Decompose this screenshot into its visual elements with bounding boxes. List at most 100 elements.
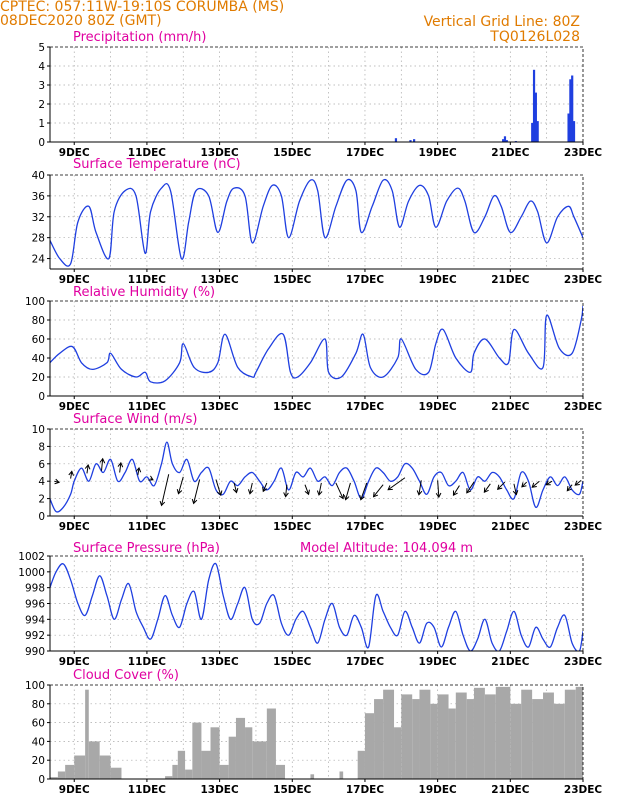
wind-arrow-shaft (574, 479, 582, 486)
wind-arrow (521, 481, 528, 488)
precip-x-tick-label: 17DEC (346, 147, 385, 159)
cloud-x-tick-label: 23DEC (564, 784, 603, 796)
wind-arrow-head (496, 484, 503, 490)
precip-bar (536, 121, 539, 142)
wind-arrow-shaft (86, 464, 89, 474)
cloud-bar (448, 708, 456, 779)
wind-arrow-head (372, 491, 379, 498)
pressure-y-tick-label: 992 (25, 630, 45, 642)
wind-arrow (176, 476, 184, 495)
temperature-y-tick-label: 24 (32, 254, 46, 266)
wind-arrow-head (416, 490, 423, 496)
pressure-x-tick-label: 13DEC (200, 656, 239, 668)
precip-bar (567, 113, 570, 142)
wind-arrow-shaft (215, 479, 222, 496)
wind-grid (50, 429, 583, 516)
precip-y-tick-label: 1 (38, 118, 45, 130)
wind-arrow (574, 479, 582, 486)
wind-panel: 0 2 4 6 8 10 9DEC 11DEC 13DEC 15DEC 17DEC 19DEC 21DE… (32, 412, 603, 533)
wind-arrow (566, 484, 573, 492)
wind-arrow-shaft (545, 480, 553, 486)
wind-y-tick-label: 10 (32, 424, 45, 436)
wind-arrow (84, 464, 91, 474)
wind-arrow-head (359, 495, 365, 501)
pressure-grid (50, 556, 583, 651)
pressure-x-tick-label: 23DEC (564, 656, 603, 668)
cloud-bar (185, 769, 193, 779)
cloud-y-tick-label: 0 (38, 774, 45, 786)
cloud-bar (74, 755, 86, 779)
temperature-x-tick-label: 23DEC (564, 274, 603, 286)
pressure-x-tick-label: 15DEC (273, 656, 312, 668)
cloud-bar (430, 703, 438, 779)
wind-arrow-shaft (249, 482, 253, 494)
cloud-bar (310, 774, 315, 779)
cloud-bar (532, 699, 544, 779)
cloud-bar (495, 686, 511, 779)
precip-y-tick-label: 0 (38, 137, 45, 149)
wind-arrow-shaft (513, 483, 517, 495)
wind-x-tick-label: 21DEC (491, 521, 530, 533)
wind-arrow-head (545, 480, 551, 486)
wind-arrow-shaft (233, 482, 238, 493)
humidity-y-tick-label: 60 (32, 334, 45, 346)
header-line2-left: 08DEC2020 80Z (GMT) (0, 13, 162, 29)
precip-x-tick-label: 21DEC (491, 147, 530, 159)
precip-bar (505, 140, 508, 142)
precip-bar (394, 138, 398, 142)
precip-bar (532, 69, 536, 142)
pressure-x-tick-label: 17DEC (346, 656, 385, 668)
wind-y-tick-label: 2 (38, 494, 45, 506)
wind-arrow-head (99, 457, 106, 464)
precip-title: Precipitation (mm/h) (73, 30, 206, 45)
precip-x-tick-label: 13DEC (200, 147, 239, 159)
precip-bar (571, 75, 574, 142)
wind-arrow (283, 484, 289, 498)
humidity-x-tick-label: 21DEC (491, 401, 530, 413)
wind-arrow-head (521, 482, 527, 488)
wind-arrow-head (566, 485, 572, 492)
wind-arrow (99, 457, 106, 471)
pressure-annotation: Model Altitude: 104.094 m (300, 541, 473, 556)
wind-y-tick-label: 6 (38, 459, 45, 471)
precip-y-tick-label: 2 (38, 99, 45, 111)
wind-arrow (466, 481, 475, 494)
precip-grid (50, 47, 583, 142)
precip-x-tick-label: 15DEC (273, 147, 312, 159)
temperature-y-tick-label: 36 (32, 191, 46, 203)
cloud-bar (252, 741, 267, 779)
wind-arrow (416, 480, 423, 496)
cloud-bar (85, 689, 89, 779)
precip-bar (569, 79, 572, 142)
wind-arrow-head (247, 489, 254, 495)
precip-y-tick-label: 5 (38, 42, 45, 54)
cloud-bar (339, 771, 344, 779)
cloud-bar (419, 689, 431, 779)
cloud-x-tick-label: 11DEC (128, 784, 167, 796)
wind-arrow-head (159, 500, 166, 507)
wind-arrow-head (232, 487, 239, 494)
humidity-x-tick-label: 9DEC (59, 401, 90, 413)
wind-arrow-shaft (373, 484, 384, 497)
cloud-x-tick-label: 15DEC (273, 784, 312, 796)
wind-arrow-head (466, 488, 472, 494)
wind-arrow (304, 484, 310, 496)
precip-bar (531, 123, 534, 142)
pressure-y-tick-label: 994 (25, 614, 45, 626)
wind-arrow-shaft (335, 482, 344, 499)
wind-arrow (335, 482, 345, 500)
wind-arrow (343, 482, 351, 501)
wind-arrow-shaft (483, 483, 491, 493)
cloud-bar (484, 694, 496, 779)
wind-arrow (483, 483, 491, 494)
cloud-bar (49, 777, 58, 779)
cloud-x-tick-label: 19DEC (419, 784, 458, 796)
wind-arrow-shaft (453, 485, 460, 496)
precip-frame (49, 46, 584, 143)
cloud-bar (401, 694, 413, 779)
temperature-series-line (50, 178, 583, 267)
cloud-bar (165, 776, 173, 779)
wind-arrow-head (483, 487, 489, 494)
wind-arrow (359, 482, 368, 501)
